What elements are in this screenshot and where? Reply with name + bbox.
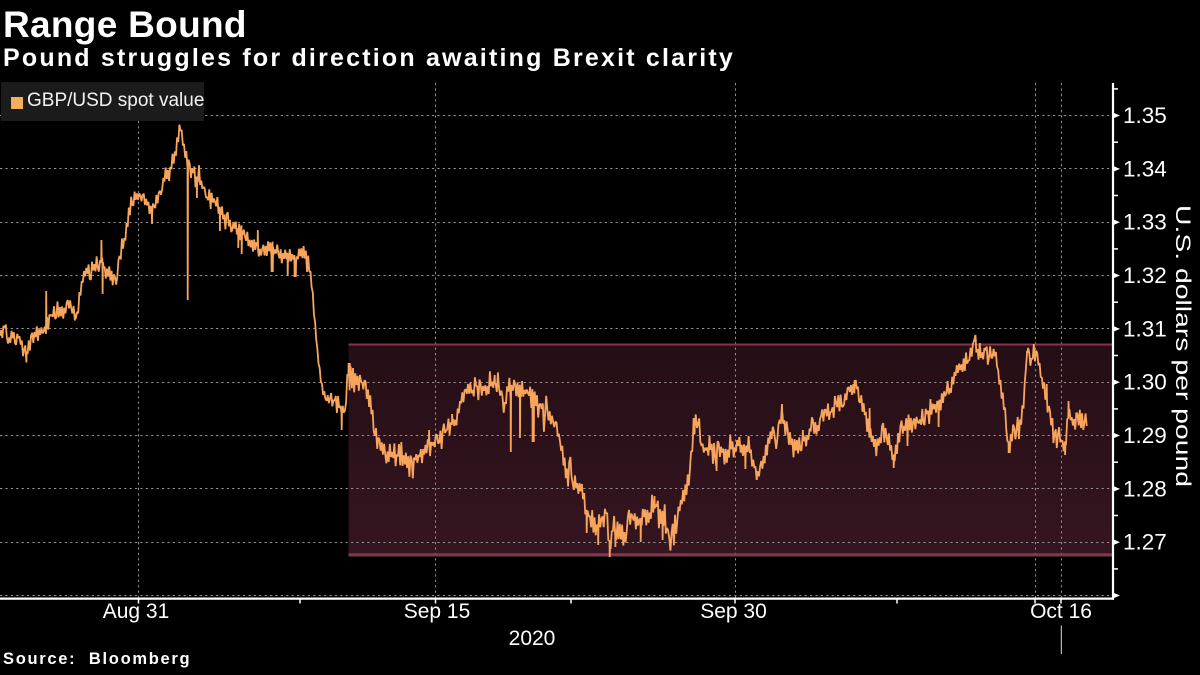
- svg-text:1.31: 1.31: [1123, 316, 1167, 341]
- svg-text:1.35: 1.35: [1123, 103, 1167, 128]
- svg-text:1.33: 1.33: [1123, 210, 1167, 235]
- svg-text:Oct 16: Oct 16: [1030, 600, 1092, 623]
- svg-text:1.27: 1.27: [1123, 530, 1167, 555]
- svg-text:Sep 15: Sep 15: [404, 600, 471, 623]
- svg-text:1.29: 1.29: [1123, 423, 1167, 448]
- svg-text:Sep 30: Sep 30: [700, 600, 767, 623]
- svg-text:Aug 31: Aug 31: [103, 600, 170, 623]
- svg-text:1.32: 1.32: [1123, 263, 1167, 288]
- svg-text:U.S. dollars per pound: U.S. dollars per pound: [1171, 205, 1194, 487]
- svg-text:2020: 2020: [509, 627, 556, 650]
- svg-text:1.28: 1.28: [1123, 476, 1167, 501]
- svg-text:1.30: 1.30: [1123, 370, 1167, 395]
- svg-text:1.34: 1.34: [1123, 156, 1167, 181]
